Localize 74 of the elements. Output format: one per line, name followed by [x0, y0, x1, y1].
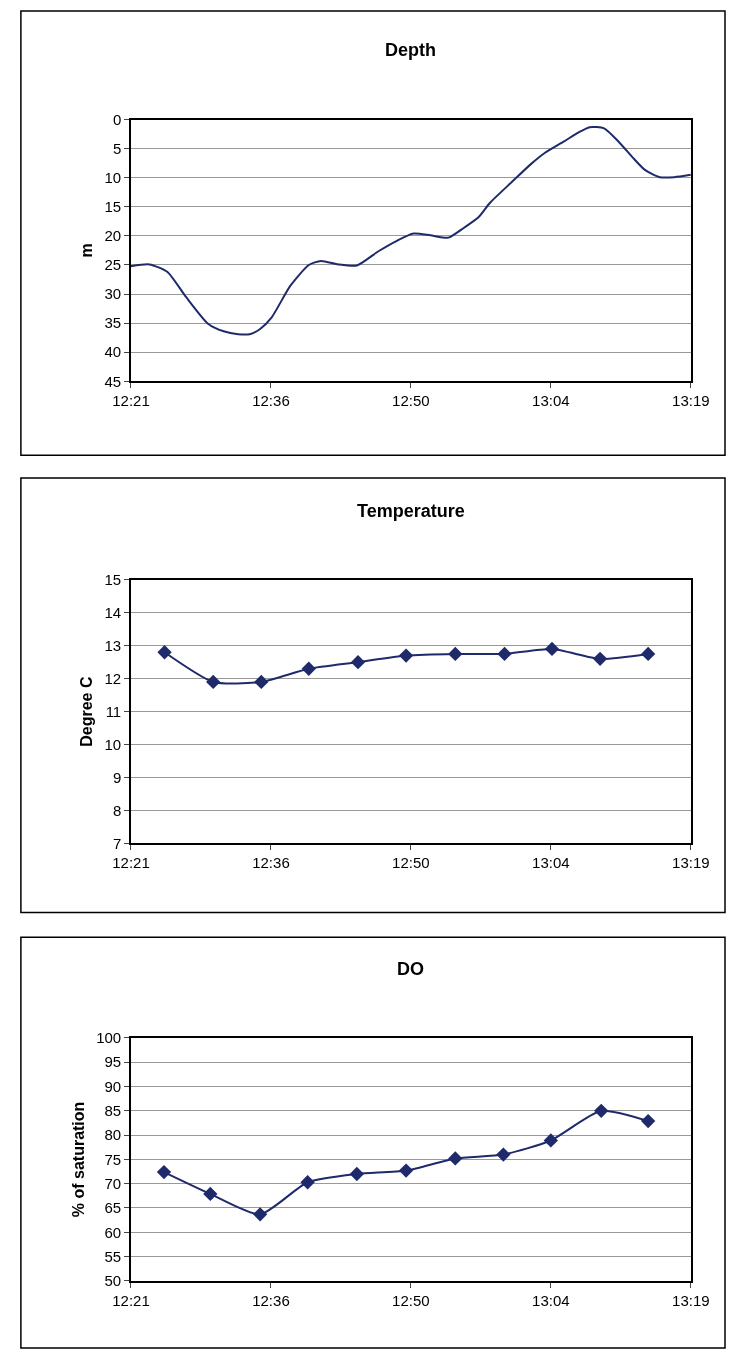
- x-tick-label: 12:36: [252, 854, 290, 872]
- point: [252, 1207, 268, 1222]
- point: [448, 1151, 463, 1166]
- y-axis-title: % of saturation: [69, 1101, 87, 1218]
- y-tick-label: 50: [104, 1272, 122, 1290]
- y-tick-label: 5: [112, 139, 122, 157]
- y-tick-label: 8: [112, 801, 122, 819]
- point: [254, 674, 269, 690]
- y-tick-label: 11: [105, 702, 122, 720]
- y-tick-label: 85: [104, 1102, 122, 1120]
- point: [543, 1133, 558, 1148]
- chart-title: Depth: [385, 40, 436, 60]
- y-tick-label: 90: [104, 1077, 122, 1095]
- y-tick-label: 40: [104, 343, 122, 361]
- x-tick-label: 13:19: [672, 392, 710, 410]
- point: [544, 641, 560, 657]
- y-tick-label: 95: [104, 1053, 122, 1071]
- x-tick-label: 12:50: [392, 854, 430, 872]
- y-tick-label: 25: [104, 256, 122, 274]
- point: [448, 646, 463, 662]
- x-tick-label: 12:21: [112, 854, 150, 872]
- point: [398, 1163, 414, 1178]
- y-axis-title: Degree C: [77, 676, 95, 747]
- y-tick-label: 60: [104, 1223, 122, 1241]
- y-tick-label: 9: [112, 768, 122, 786]
- x-tick-label: 12:50: [392, 1291, 430, 1309]
- y-tick-label: 0: [112, 110, 122, 128]
- x-tick-label: 12:36: [252, 1291, 290, 1309]
- y-tick-label: 70: [104, 1174, 122, 1192]
- x-tick-label: 13:04: [532, 392, 570, 410]
- point: [496, 1147, 511, 1162]
- point: [641, 1113, 656, 1129]
- point: [497, 646, 512, 662]
- point: [203, 1186, 218, 1202]
- x-tick-label: 13:04: [532, 854, 570, 872]
- y-tick-label: 14: [104, 603, 122, 621]
- x-tick-label: 12:50: [392, 392, 430, 410]
- point: [300, 1175, 315, 1190]
- chart-title: Temperature: [357, 501, 465, 521]
- y-tick-label: 15: [104, 571, 122, 589]
- point: [592, 651, 608, 667]
- point: [350, 655, 366, 670]
- y-tick-label: 100: [96, 1029, 122, 1047]
- x-tick-label: 12:36: [252, 392, 290, 410]
- y-tick-label: 55: [104, 1247, 122, 1265]
- y-axis-title: m: [77, 243, 95, 258]
- y-tick-label: 10: [104, 169, 122, 186]
- y-tick-label: 80: [104, 1126, 122, 1144]
- point: [398, 648, 414, 663]
- point: [301, 661, 316, 676]
- x-tick-label: 13:19: [672, 854, 710, 872]
- x-tick-label: 12:21: [112, 392, 150, 410]
- point: [594, 1103, 609, 1118]
- x-tick-label: 12:21: [112, 1291, 150, 1309]
- y-tick-label: 15: [104, 198, 122, 216]
- y-tick-label: 65: [104, 1199, 122, 1217]
- point: [641, 646, 656, 662]
- chart-title: DO: [397, 959, 424, 979]
- x-tick-label: 13:19: [672, 1291, 710, 1309]
- y-tick-label: 13: [104, 636, 122, 654]
- point: [156, 1164, 172, 1180]
- y-tick-label: 35: [104, 314, 122, 332]
- y-tick-label: 45: [104, 372, 122, 390]
- y-tick-label: 75: [104, 1150, 122, 1168]
- y-tick-label: 20: [104, 227, 122, 245]
- y-tick-label: 30: [104, 285, 122, 303]
- point: [349, 1166, 364, 1182]
- point: [157, 645, 172, 660]
- point: [206, 674, 221, 690]
- y-tick-label: 12: [104, 669, 122, 687]
- y-tick-label: 10: [104, 735, 122, 753]
- line-series: [130, 125, 691, 336]
- y-tick-label: 7: [112, 834, 122, 852]
- x-tick-label: 13:04: [532, 1291, 570, 1309]
